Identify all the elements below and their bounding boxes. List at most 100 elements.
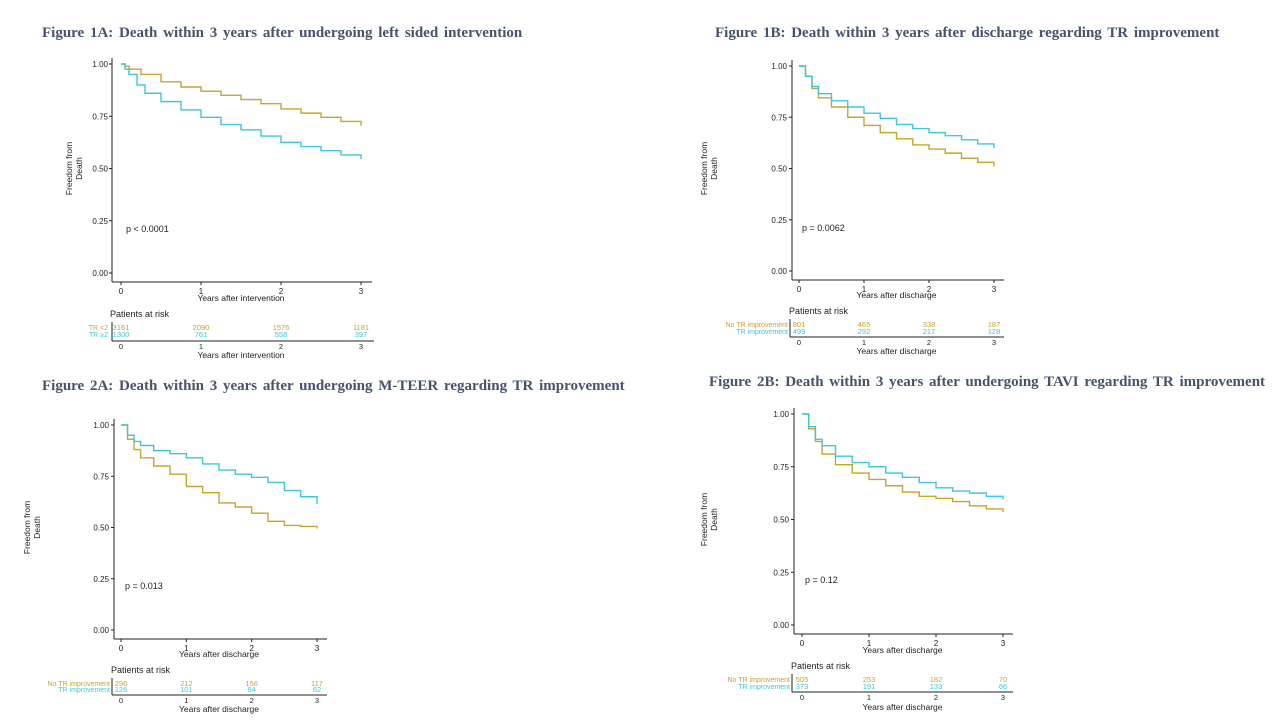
risk-row-label: TR <2 — [89, 325, 108, 332]
x-tick-label: 2 — [934, 639, 939, 648]
x-axis-title: Years after intervention — [197, 293, 284, 303]
risk-x-tick-label: 3 — [359, 342, 363, 351]
y-tick-label: 0.00 — [93, 626, 109, 635]
risk-count: 191 — [863, 682, 876, 691]
y-tick-label: 0.75 — [771, 113, 787, 122]
survival-curve-group-2 — [121, 424, 318, 504]
y-tick-label: 0.50 — [92, 165, 108, 174]
risk-row-label: No TR improvement — [725, 322, 788, 329]
risk-row-label: TR improvement — [58, 687, 110, 694]
risk-count: 101 — [180, 685, 193, 694]
risk-x-tick-label: 2 — [927, 338, 931, 347]
risk-x-tick-label: 1 — [184, 696, 188, 705]
y-tick-label: 0.00 — [771, 267, 787, 276]
y-axis-title-line2: Death — [709, 508, 719, 531]
x-tick-label: 1 — [867, 639, 872, 648]
y-tick-label: 0.50 — [773, 516, 789, 525]
x-tick-label: 2 — [249, 644, 254, 653]
y-tick-label: 1.00 — [92, 60, 108, 69]
y-tick-label: 0.25 — [92, 217, 108, 226]
y-axis-title-line1: Freedom from — [22, 501, 32, 554]
p-value-annotation: p < 0.0001 — [126, 224, 169, 234]
risk-count: 2090 — [193, 323, 210, 332]
survival-curve-group-1 — [121, 63, 362, 126]
risk-x-tick-label: 0 — [119, 696, 123, 705]
y-axis-title: Freedom fromDeath — [699, 493, 719, 546]
risk-count: 761 — [195, 330, 208, 339]
x-tick-label: 0 — [119, 644, 124, 653]
p-value-annotation: p = 0.013 — [125, 581, 163, 591]
risk-count: 558 — [275, 330, 288, 339]
risk-count: 62 — [313, 685, 321, 694]
risk-x-tick-label: 0 — [797, 338, 801, 347]
x-axis-title: Years after discharge — [862, 645, 942, 655]
risk-row-label: TR improvement — [738, 684, 790, 691]
risk-count: 1576 — [273, 323, 290, 332]
x-tick-label: 1 — [184, 644, 189, 653]
y-axis-title-line2: Death — [32, 516, 42, 539]
x-tick-label: 3 — [359, 287, 364, 296]
survival-curve-group-1 — [799, 65, 995, 167]
x-axis-title: Years after discharge — [179, 649, 259, 659]
risk-count: 182 — [930, 675, 943, 684]
y-axis-title: Freedom fromDeath — [22, 501, 42, 554]
risk-count: 338 — [923, 320, 936, 329]
survival-curve-group-2 — [802, 413, 1004, 500]
risk-x-axis-title: Years after discharge — [179, 704, 259, 714]
figure-1a-title: Figure 1A: Death within 3 years after un… — [42, 25, 523, 41]
risk-count: 465 — [858, 320, 871, 329]
survival-curve-group-2 — [121, 63, 362, 160]
y-axis-title-line2: Death — [709, 157, 719, 180]
risk-count: 187 — [988, 320, 1001, 329]
risk-count: 1181 — [353, 323, 369, 332]
y-tick-label: 1.00 — [773, 410, 789, 419]
risk-row-label: TR improvement — [736, 329, 788, 336]
risk-count: 217 — [923, 327, 936, 336]
risk-row-label: No TR improvement — [47, 681, 110, 688]
survival-curve-group-1 — [802, 413, 1004, 513]
y-tick-label: 0.75 — [92, 112, 108, 121]
y-tick-label: 1.00 — [771, 62, 787, 71]
y-tick-label: 0.25 — [93, 575, 109, 584]
risk-table-title: Patients at risk — [789, 306, 849, 316]
risk-x-tick-label: 1 — [867, 693, 871, 702]
x-tick-label: 3 — [992, 285, 997, 294]
risk-count: 253 — [863, 675, 876, 684]
risk-x-axis-title: Years after discharge — [856, 346, 936, 356]
y-axis-title-line2: Death — [74, 157, 84, 180]
p-value-annotation: p = 0.0062 — [802, 223, 845, 233]
y-tick-label: 0.75 — [93, 472, 109, 481]
survival-curve-group-2 — [799, 65, 995, 148]
risk-x-tick-label: 0 — [800, 693, 804, 702]
risk-x-tick-label: 0 — [119, 342, 123, 351]
y-tick-label: 1.00 — [93, 421, 109, 430]
risk-row-label: TR ≥2 — [89, 332, 108, 339]
survival-curve-group-1 — [121, 424, 318, 529]
y-tick-label: 0.50 — [93, 524, 109, 533]
y-tick-label: 0.25 — [773, 568, 789, 577]
risk-table-title: Patients at risk — [111, 665, 171, 675]
risk-x-tick-label: 2 — [250, 696, 254, 705]
risk-count: 3161 — [113, 323, 130, 332]
y-axis-title: Freedom fromDeath — [64, 142, 84, 195]
risk-x-tick-label: 3 — [1001, 693, 1005, 702]
x-tick-label: 1 — [862, 285, 867, 294]
x-tick-label: 3 — [1001, 639, 1006, 648]
y-tick-label: 0.00 — [92, 269, 108, 278]
risk-count: 66 — [999, 682, 1007, 691]
y-tick-label: 0.00 — [773, 621, 789, 630]
y-axis-title-line1: Freedom from — [699, 493, 709, 546]
risk-count: 128 — [988, 327, 1001, 336]
risk-count: 801 — [793, 320, 806, 329]
x-tick-label: 1 — [199, 287, 204, 296]
risk-count: 117 — [311, 679, 323, 688]
risk-x-tick-label: 2 — [279, 342, 283, 351]
risk-count: 70 — [999, 675, 1007, 684]
x-tick-label: 3 — [315, 644, 320, 653]
risk-row-label: No TR improvement — [727, 677, 790, 684]
x-tick-label: 0 — [119, 287, 124, 296]
